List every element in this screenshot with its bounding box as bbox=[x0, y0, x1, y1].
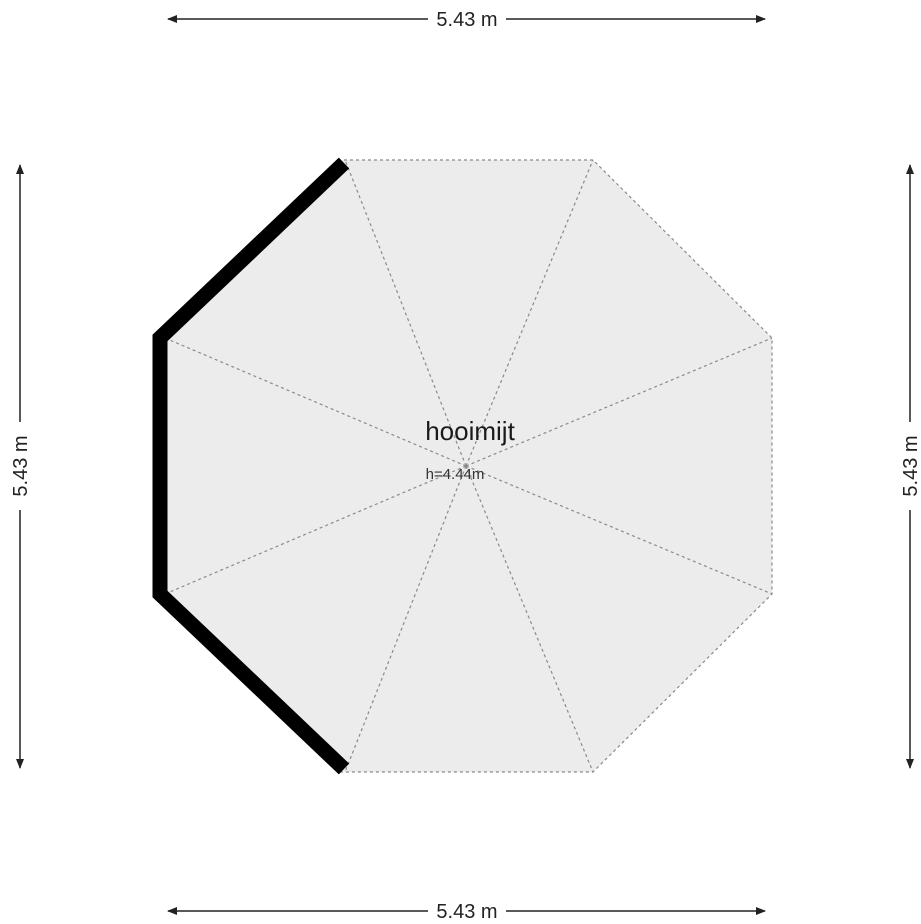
room-wall bbox=[152, 157, 350, 775]
room-height-label: h=4.44m bbox=[426, 466, 485, 483]
dimension-left: 5.43 m bbox=[10, 164, 32, 769]
guide-line bbox=[465, 465, 594, 773]
guide-line bbox=[465, 337, 773, 467]
room-name-label: hooimijt bbox=[425, 416, 515, 446]
guide-line bbox=[344, 159, 467, 467]
guide-line bbox=[164, 337, 467, 467]
dimension-bottom: 5.43 m bbox=[167, 901, 766, 923]
guide-line bbox=[344, 465, 467, 773]
dimension-label-top: 5.43 m bbox=[436, 9, 497, 31]
guide-line bbox=[465, 159, 594, 467]
dimension-label-right: 5.43 m bbox=[900, 435, 921, 496]
dimension-label-bottom: 5.43 m bbox=[436, 901, 497, 923]
dimension-label-left: 5.43 m bbox=[10, 435, 32, 496]
guide-line bbox=[465, 465, 773, 595]
dimension-right: 5.43 m bbox=[900, 164, 921, 769]
dimension-top: 5.43 m bbox=[167, 9, 766, 31]
roof-guide-lines bbox=[164, 159, 773, 773]
guide-line bbox=[164, 465, 467, 595]
